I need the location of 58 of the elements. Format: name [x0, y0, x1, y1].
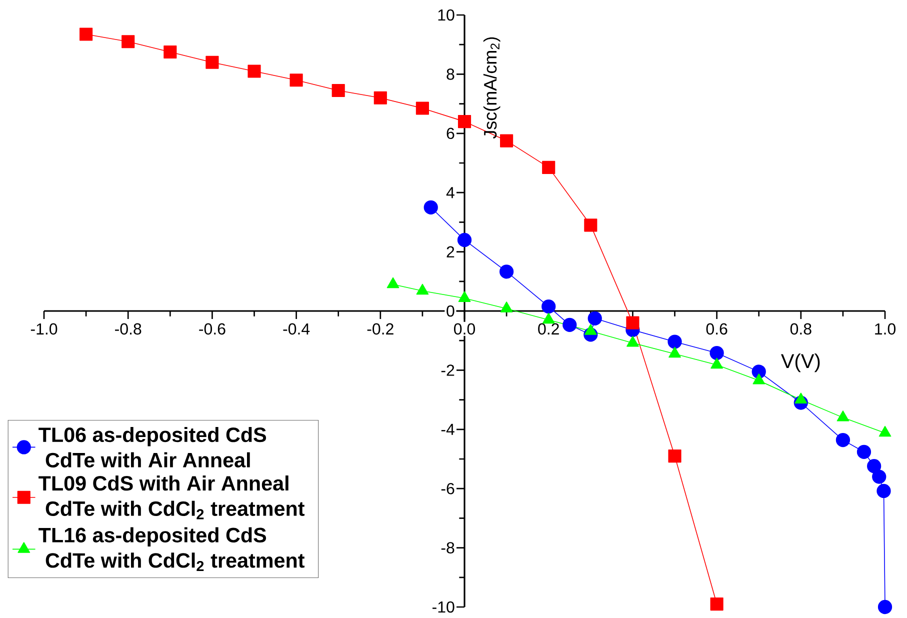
y-tick-label: -2 — [441, 364, 454, 376]
x-tick-label: 0.8 — [790, 323, 812, 335]
point — [562, 318, 577, 332]
point — [710, 346, 724, 360]
point — [542, 299, 556, 314]
point — [856, 444, 872, 459]
y-tick-label: 4 — [446, 187, 454, 198]
point — [80, 28, 93, 41]
x-axis-title: V(V) — [780, 353, 820, 372]
y-axis-title: Jsc(mA/cm$_{2}$) — [483, 37, 500, 139]
point — [584, 218, 598, 232]
y-tick-label: 6 — [446, 128, 454, 140]
x-tick-label: -0.6 — [199, 323, 226, 335]
x-tick-label: -0.8 — [115, 323, 142, 335]
legend-label: TL16 as-deposited CdS CdTe with CdCl$_{2}$ treatment — [38, 527, 305, 572]
x-tick-label: -1.0 — [30, 323, 58, 335]
point — [876, 484, 891, 498]
point — [248, 64, 261, 78]
point — [122, 35, 135, 48]
x-tick-label: -0.4 — [283, 323, 310, 335]
point — [872, 470, 886, 484]
y-tick-label: 8 — [446, 68, 454, 80]
x-tick-label: -0.2 — [367, 323, 394, 335]
point — [794, 392, 808, 404]
point — [710, 598, 724, 611]
point — [457, 232, 472, 248]
y-tick-label: 0 — [446, 305, 454, 317]
point — [416, 102, 429, 115]
point — [499, 264, 514, 279]
x-tick-label: 1.0 — [875, 323, 896, 335]
point — [206, 56, 219, 69]
point — [836, 432, 850, 448]
point — [458, 291, 471, 302]
point — [668, 334, 682, 349]
point — [500, 134, 514, 148]
point — [374, 91, 387, 104]
point — [424, 200, 438, 214]
legend-label: TL09 CdS with Air Anneal CdTe with CdCl$_{2}$ treatment — [38, 475, 305, 520]
point — [164, 45, 177, 59]
point — [588, 311, 602, 326]
y-tick-label: -8 — [441, 542, 454, 554]
y-tick-label: -10 — [432, 601, 454, 613]
point — [332, 84, 345, 98]
point — [458, 115, 472, 128]
point — [626, 316, 640, 330]
point — [668, 450, 682, 463]
legend-label: TL06 as-deposited CdS CdTe with Air Anneal — [38, 426, 266, 468]
x-tick-label: 0.6 — [706, 323, 728, 335]
x-tick-label: 0.0 — [454, 323, 476, 335]
point — [542, 160, 556, 174]
x-tick-label: 0.2 — [538, 323, 559, 335]
point — [878, 600, 892, 614]
point — [290, 74, 303, 87]
y-tick-label: -4 — [441, 424, 454, 435]
y-tick-label: 10 — [438, 9, 454, 21]
y-tick-label: 2 — [446, 246, 454, 258]
y-tick-label: -6 — [441, 482, 454, 494]
point — [867, 459, 882, 474]
